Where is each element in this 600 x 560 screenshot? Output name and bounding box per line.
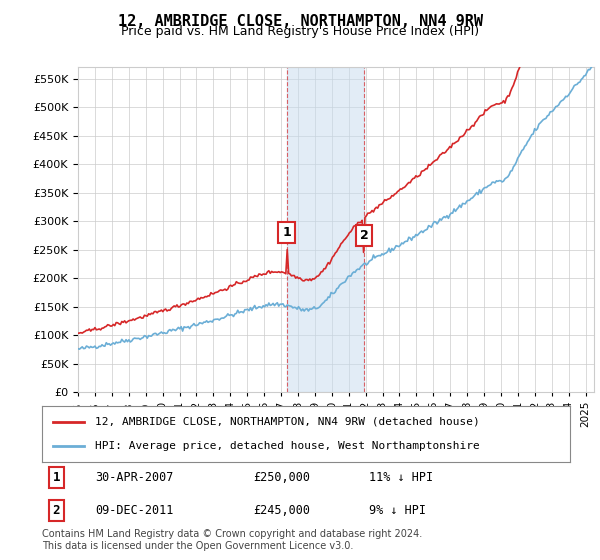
Text: 2: 2 <box>360 229 368 242</box>
Text: 12, AMBRIDGE CLOSE, NORTHAMPTON, NN4 9RW: 12, AMBRIDGE CLOSE, NORTHAMPTON, NN4 9RW <box>118 14 482 29</box>
Text: HPI: Average price, detached house, West Northamptonshire: HPI: Average price, detached house, West… <box>95 441 479 451</box>
Text: 1: 1 <box>53 471 60 484</box>
Bar <box>287 67 364 392</box>
Text: 12, AMBRIDGE CLOSE, NORTHAMPTON, NN4 9RW (detached house): 12, AMBRIDGE CLOSE, NORTHAMPTON, NN4 9RW… <box>95 417 479 427</box>
Text: 9% ↓ HPI: 9% ↓ HPI <box>370 504 427 517</box>
Text: 09-DEC-2011: 09-DEC-2011 <box>95 504 173 517</box>
Text: 1: 1 <box>282 226 291 239</box>
Text: Price paid vs. HM Land Registry's House Price Index (HPI): Price paid vs. HM Land Registry's House … <box>121 25 479 38</box>
Text: 11% ↓ HPI: 11% ↓ HPI <box>370 471 433 484</box>
Text: Contains HM Land Registry data © Crown copyright and database right 2024.
This d: Contains HM Land Registry data © Crown c… <box>42 529 422 551</box>
Text: 30-APR-2007: 30-APR-2007 <box>95 471 173 484</box>
Text: 2: 2 <box>53 504 60 517</box>
Text: £250,000: £250,000 <box>253 471 310 484</box>
Text: £245,000: £245,000 <box>253 504 310 517</box>
